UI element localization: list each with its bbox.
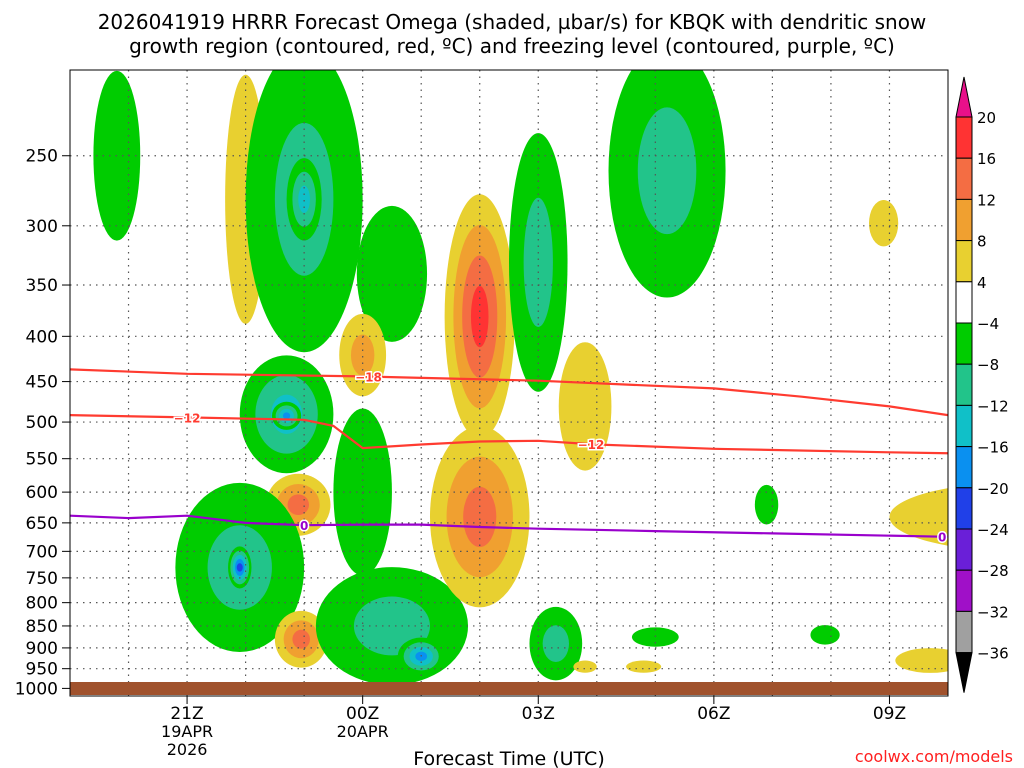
colorbar-label-2: 12 xyxy=(977,191,996,209)
gridlines xyxy=(70,70,948,696)
omega-cell-22-band-0 xyxy=(626,660,662,673)
omega-cell-19-band-2 xyxy=(463,486,497,548)
colorbar-bin-3 xyxy=(955,240,973,283)
omega-cell-24-band-0 xyxy=(754,484,779,525)
colorbar-label-8: −16 xyxy=(977,439,1009,457)
omega-cell-28-band-0 xyxy=(889,488,948,546)
colorbar-bin-9 xyxy=(955,487,973,530)
colorbar-bottom-arrow xyxy=(955,652,973,693)
y-tick-label-950: 950 xyxy=(26,660,58,680)
omega-cell-7-band-1 xyxy=(523,197,553,328)
omega-cell-11-band-3 xyxy=(282,412,291,420)
omega-cell-26-band-0 xyxy=(868,200,899,247)
colorbar-label-11: −28 xyxy=(977,562,1009,580)
omega-cell-14-band-4 xyxy=(236,563,243,572)
contour-label-minus18: −18 xyxy=(355,371,382,385)
x-tick-label-4: 09Z xyxy=(873,704,906,724)
omega-cell-20-band-1 xyxy=(542,625,569,662)
omega-cell-5-band-1 xyxy=(350,334,375,376)
contour-label-minus12-0: −12 xyxy=(174,411,201,425)
colorbar: 20 16 12 8 4 −4 −8 −12 −16 −20 −24 −28 −32 −36 xyxy=(955,76,1009,693)
x-axis-label: Forecast Time (UTC) xyxy=(413,748,604,768)
plot-frame xyxy=(69,69,949,697)
contour-lines: −18 −12 −12 0 0 xyxy=(70,368,948,546)
colorbar-label-13: −36 xyxy=(977,645,1009,663)
y-axis: 2503003504004505005506006507007508008509… xyxy=(15,147,70,699)
colorbar-label-1: 16 xyxy=(977,150,996,168)
y-tick-label-800: 800 xyxy=(26,594,58,614)
y-tick-label-400: 400 xyxy=(26,327,58,347)
colorbar-bin-11 xyxy=(955,569,973,612)
terrain-ground xyxy=(70,682,948,695)
y-tick-label-300: 300 xyxy=(26,217,58,237)
colorbar-bin-6 xyxy=(955,363,973,406)
x-tick-label-1: 00Z xyxy=(346,704,379,724)
y-tick-label-750: 750 xyxy=(26,569,58,589)
y-tick-label-250: 250 xyxy=(26,147,58,167)
colorbar-bin-1 xyxy=(955,157,973,200)
omega-cell-15-band-2 xyxy=(292,629,310,649)
x-tick-year-0: 2026 xyxy=(167,740,208,759)
y-tick-label-600: 600 xyxy=(26,483,58,503)
omega-cell-21-band-0 xyxy=(573,660,597,673)
colorbar-label-5: −4 xyxy=(977,315,999,333)
x-tick-label-3: 06Z xyxy=(697,704,730,724)
y-tick-label-850: 850 xyxy=(26,617,58,637)
omega-cell-6-band-3 xyxy=(470,286,489,348)
x-axis: 21Z19APR202600Z20APR03Z06Z09Z12Z xyxy=(161,696,906,759)
credit-text: coolwx.com/models xyxy=(855,747,1013,766)
colorbar-label-3: 8 xyxy=(977,233,987,251)
y-tick-label-450: 450 xyxy=(26,373,58,393)
y-tick-label-550: 550 xyxy=(26,450,58,470)
colorbar-bin-4 xyxy=(955,281,973,324)
colorbar-bin-7 xyxy=(955,404,973,448)
omega-cell-12-band-2 xyxy=(287,494,310,516)
colorbar-bin-12 xyxy=(955,610,973,654)
contour-label-freezing-1: 0 xyxy=(938,531,946,545)
contour-label-freezing-0: 0 xyxy=(300,519,308,533)
colorbar-bin-8 xyxy=(955,446,973,489)
colorbar-label-10: −24 xyxy=(977,521,1009,539)
y-tick-label-500: 500 xyxy=(26,413,58,433)
colorbar-label-4: 4 xyxy=(977,274,987,292)
omega-shading xyxy=(93,70,948,685)
y-tick-label-700: 700 xyxy=(26,542,58,562)
omega-cell-23-band-0 xyxy=(631,627,679,647)
x-tick-sublabel-1: 20APR xyxy=(337,722,389,741)
colorbar-bin-5 xyxy=(955,322,973,365)
colorbar-top-arrow xyxy=(955,76,973,118)
y-tick-label-1000: 1000 xyxy=(15,679,58,699)
y-tick-label-650: 650 xyxy=(26,514,58,534)
colorbar-label-6: −8 xyxy=(977,356,999,374)
colorbar-label-9: −20 xyxy=(977,480,1009,498)
x-tick-label-0: 21Z xyxy=(170,704,203,724)
omega-cell-27-band-0 xyxy=(895,648,948,673)
colorbar-label-0: 20 xyxy=(977,109,996,127)
x-tick-label-2: 03Z xyxy=(522,704,555,724)
chart-title-line2: growth region (contoured, red, ºC) and f… xyxy=(129,34,895,58)
contour-label-minus12-1: −12 xyxy=(578,438,605,452)
chart-title-line1: 2026041919 HRRR Forecast Omega (shaded, … xyxy=(98,10,927,34)
contour-minus12 xyxy=(70,414,948,455)
omega-cell-8-band-1 xyxy=(637,107,697,235)
colorbar-bin-0 xyxy=(955,116,973,159)
omega-cell-9-band-0 xyxy=(558,342,612,471)
contour-freezing-level xyxy=(70,514,948,538)
omega-cell-4-band-0 xyxy=(356,205,428,342)
y-tick-label-350: 350 xyxy=(26,276,58,296)
colorbar-label-7: −12 xyxy=(977,397,1009,415)
colorbar-bin-2 xyxy=(955,198,973,242)
x-tick-sublabel-0: 19APR xyxy=(161,722,213,741)
colorbar-label-12: −32 xyxy=(977,603,1009,621)
omega-cell-25-band-0 xyxy=(810,625,840,645)
y-tick-label-900: 900 xyxy=(26,639,58,659)
contour-minus18 xyxy=(70,368,948,417)
omega-cell-3-band-2 xyxy=(298,185,310,214)
colorbar-bin-10 xyxy=(955,528,973,571)
